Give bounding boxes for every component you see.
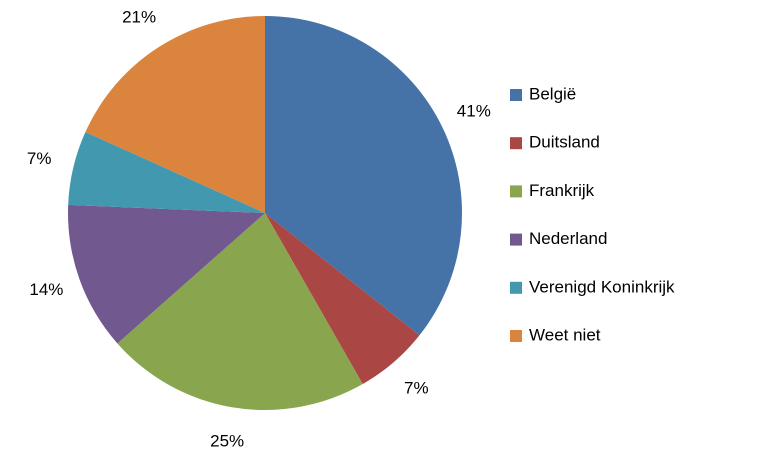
data-label: 21% (122, 8, 156, 27)
pie-slice (265, 16, 462, 336)
data-label: 7% (404, 378, 429, 397)
pie-slice (265, 213, 420, 385)
data-label: 25% (210, 431, 244, 449)
legend-swatch (510, 137, 522, 150)
pie-slice (117, 213, 363, 411)
legend-swatch (510, 185, 522, 198)
pie-slice (85, 16, 266, 213)
legend-label: Duitsland (529, 133, 600, 152)
legend-swatch (510, 89, 522, 101)
legend-label: Nederland (529, 229, 607, 248)
legend-swatch (510, 233, 522, 246)
pie-slice (68, 204, 265, 344)
data-label: 41% (457, 101, 491, 120)
legend-label: België (529, 84, 576, 103)
data-label: 7% (27, 149, 52, 168)
legend-swatch (510, 330, 522, 342)
data-label: 14% (29, 280, 63, 299)
pie-slice (68, 132, 265, 213)
legend-label: Weet niet (529, 325, 601, 344)
legend-swatch (510, 281, 522, 294)
legend-label: Verenigd Koninkrijk (529, 277, 675, 296)
legend-label: Frankrijk (529, 181, 595, 200)
